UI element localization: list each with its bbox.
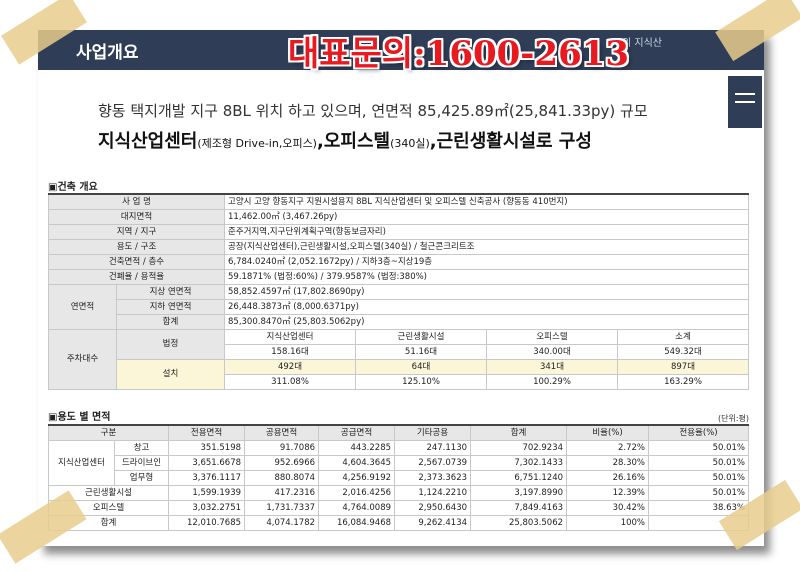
table-row: 지역 / 지구 준주거지역,지구단위계획구역(향동보금자리): [48, 224, 749, 240]
table-row: 대지면적 11,462.00㎡ (3,467.26py): [48, 209, 749, 225]
usage-label: ▣용도 별 면적: [48, 412, 111, 423]
overview-table: 사 업 명 고양시 고양 향동지구 지원시설용지 8BL 지식산업센터 및 오피…: [48, 193, 749, 390]
table-row: 설치 492대 64대 341대 897대: [49, 359, 749, 390]
table-row: 지하 연면적 26,448.3873㎡ (8,000.6371py): [49, 299, 749, 315]
table-row: 주차대수 법정 지식산업센터 근린생활시설 오피스텔 소계: [48, 329, 749, 390]
table-row: 사 업 명 고양시 고양 향동지구 지원시설용지 8BL 지식산업센터 및 오피…: [48, 193, 749, 210]
table-row: 건폐율 / 용적율 59.1871% (법정:60%) / 379.9587% …: [48, 269, 749, 285]
headline-line2: 지식산업센터(제조형 Drive-in,오피스),오피스텔(340실),근린생활…: [98, 131, 592, 152]
table-row: 지식산업센터 창고 351.5198 91.7086 443.2285 247.…: [48, 440, 750, 486]
table-header-row: 구분 전용면적 공용면적 공급면적 기타공용 합계 비율(%) 전용율(%): [47, 424, 750, 441]
menu-button[interactable]: [728, 76, 762, 128]
phone-banner: 대표문의:1600-2613: [288, 34, 630, 74]
overview-label: ▣건축 개요: [48, 182, 98, 193]
header-band: [38, 30, 764, 70]
table-row: 근린생활시설 1,599.1939 417.2316 2,016.4256 1,…: [47, 485, 750, 501]
table-row: 합계 85,300.8470㎡ (25,803.5062py): [49, 314, 749, 330]
usage-unit: (단위:평): [718, 414, 750, 423]
table-row: 합계 12,010.7685 4,074.1782 16,084.9468 9,…: [47, 515, 750, 531]
table-row: 연면적 지상 연면적 58,852.4597㎡ (17,802.8690py): [48, 284, 749, 330]
usage-table: 구분 전용면적 공용면적 공급면적 기타공용 합계 비율(%) 전용율(%) 지…: [47, 424, 750, 531]
table-row: 311.08% 125.10% 100.29% 163.29%: [49, 374, 749, 390]
table-row: 건축면적 / 층수 6,784.0240㎡ (2,052.1672py) / 지…: [48, 254, 749, 270]
table-row: 업무형 3,376.1117 880.8074 4,256.9192 2,373…: [49, 470, 750, 486]
menu-icon: [735, 93, 755, 95]
table-row: 드라이브인 3,651.6678 952.6966 4,604.3645 2,5…: [49, 455, 750, 471]
headline-line1: 향동 택지개발 지구 8BL 위치 하고 있으며, 연면적 85,425.89㎡…: [98, 102, 648, 120]
table-row: 오피스텔 3,032.2751 1,731.7337 4,764.0089 2,…: [47, 500, 750, 516]
menu-icon-bar: [735, 101, 755, 103]
table-row: 용도 / 구조 공장(지식산업센터),근린생활시설,오피스텔(340실) / 철…: [48, 239, 749, 255]
header-small-text: 의 지식산: [622, 38, 662, 49]
section-title: 사업개요: [76, 43, 139, 63]
